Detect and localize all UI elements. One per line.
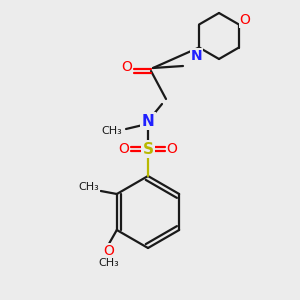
Text: O: O [239,14,250,28]
Text: O: O [122,60,132,74]
Text: CH₃: CH₃ [78,182,99,192]
Text: CH₃: CH₃ [102,126,122,136]
Text: O: O [167,142,177,156]
Text: N: N [142,113,154,128]
Text: N: N [190,49,202,62]
Text: O: O [103,244,114,258]
Text: S: S [142,142,154,157]
Text: CH₃: CH₃ [98,258,119,268]
Text: O: O [118,142,129,156]
